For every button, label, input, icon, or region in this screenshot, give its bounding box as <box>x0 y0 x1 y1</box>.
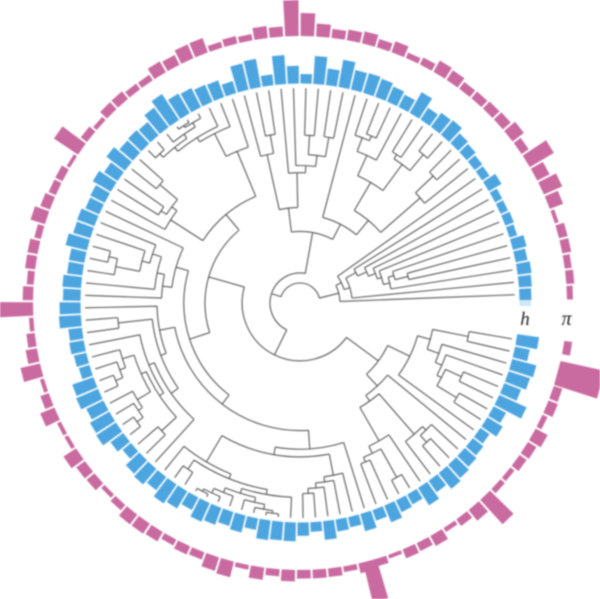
svg-text:π: π <box>561 308 572 330</box>
svg-text:h: h <box>520 309 530 330</box>
